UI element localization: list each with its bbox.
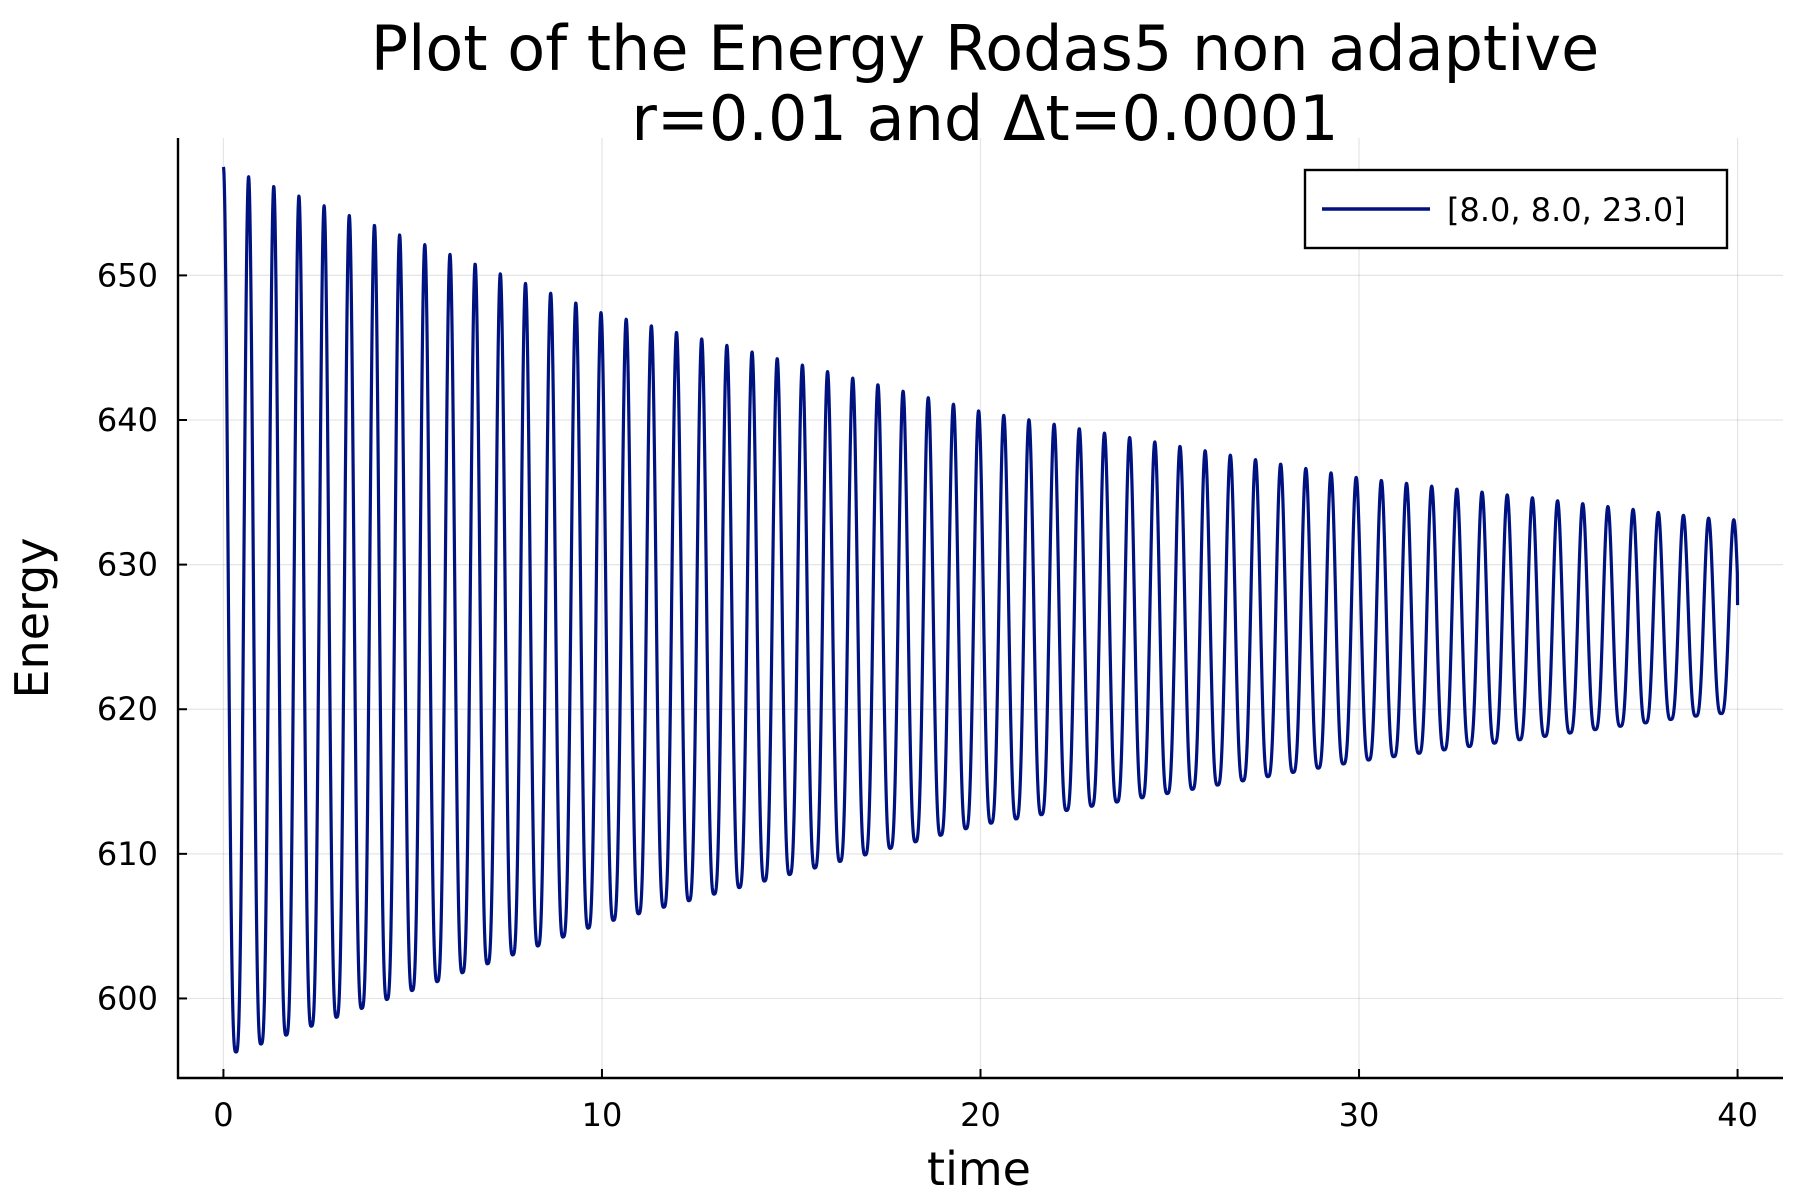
- y-tick-label-630: 630: [97, 546, 158, 584]
- y-axis-label: Energy: [5, 537, 59, 698]
- x-tick-label-0: 0: [213, 1096, 233, 1134]
- chart-title-line-1: Plot of the Energy Rodas5 non adaptive: [371, 12, 1600, 85]
- chart-title-line-2: r=0.01 and Δt=0.0001: [631, 82, 1338, 155]
- series-line-energy: [221, 166, 1740, 1054]
- x-axis-label: time: [927, 1142, 1031, 1196]
- y-tick-label-600: 600: [97, 979, 158, 1017]
- series-layer: [221, 166, 1740, 1054]
- y-tick-label-610: 610: [97, 835, 158, 873]
- y-tick-label-650: 650: [97, 256, 158, 294]
- y-tick-label-620: 620: [97, 690, 158, 728]
- legend-entry-label: [8.0, 8.0, 23.0]: [1447, 191, 1686, 229]
- ticks-layer: 0 10 20 30 40 600 610 620 630 640 650: [97, 256, 1758, 1134]
- x-tick-label-10: 10: [582, 1096, 623, 1134]
- y-tick-label-640: 640: [97, 401, 158, 439]
- x-tick-label-20: 20: [960, 1096, 1001, 1134]
- x-tick-label-40: 40: [1717, 1096, 1758, 1134]
- legend: [8.0, 8.0, 23.0]: [1303, 168, 1729, 250]
- x-tick-label-30: 30: [1339, 1096, 1380, 1134]
